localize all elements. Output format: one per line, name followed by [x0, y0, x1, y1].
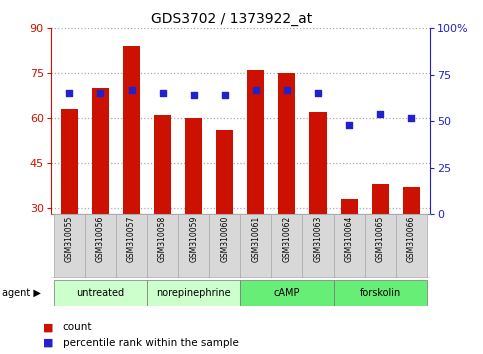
Bar: [241, 214, 271, 278]
Bar: [271, 214, 302, 278]
Point: [407, 115, 415, 120]
Bar: [54, 280, 147, 306]
Bar: [116, 214, 147, 278]
Point: [252, 87, 260, 92]
Bar: [278, 73, 296, 214]
Text: ■: ■: [43, 338, 54, 348]
Bar: [341, 199, 357, 214]
Text: GSM310060: GSM310060: [220, 216, 229, 262]
Text: agent ▶: agent ▶: [2, 288, 41, 298]
Point: [159, 91, 167, 96]
Bar: [85, 214, 116, 278]
Text: GSM310066: GSM310066: [407, 216, 416, 262]
Text: GSM310065: GSM310065: [376, 216, 384, 262]
Bar: [334, 280, 427, 306]
Bar: [396, 214, 427, 278]
Text: GSM310059: GSM310059: [189, 216, 198, 262]
Bar: [123, 46, 140, 214]
Bar: [310, 112, 327, 214]
Text: GSM310062: GSM310062: [283, 216, 291, 262]
Bar: [302, 214, 334, 278]
Bar: [241, 280, 334, 306]
Text: GSM310063: GSM310063: [313, 216, 323, 262]
Text: ■: ■: [43, 322, 54, 332]
Bar: [216, 130, 233, 214]
Bar: [403, 187, 420, 214]
Bar: [334, 214, 365, 278]
Text: GSM310057: GSM310057: [127, 216, 136, 262]
Text: GSM310058: GSM310058: [158, 216, 167, 262]
Bar: [92, 88, 109, 214]
Text: GDS3702 / 1373922_at: GDS3702 / 1373922_at: [151, 12, 313, 27]
Bar: [178, 214, 209, 278]
Text: GSM310061: GSM310061: [251, 216, 260, 262]
Point: [283, 87, 291, 92]
Text: count: count: [63, 322, 92, 332]
Bar: [147, 214, 178, 278]
Point: [221, 92, 228, 98]
Text: percentile rank within the sample: percentile rank within the sample: [63, 338, 239, 348]
Bar: [61, 109, 78, 214]
Bar: [247, 70, 264, 214]
Bar: [185, 118, 202, 214]
Bar: [147, 280, 241, 306]
Point: [345, 122, 353, 128]
Text: cAMP: cAMP: [274, 288, 300, 298]
Text: GSM310064: GSM310064: [344, 216, 354, 262]
Point: [66, 91, 73, 96]
Bar: [154, 115, 171, 214]
Text: GSM310055: GSM310055: [65, 216, 74, 262]
Bar: [209, 214, 241, 278]
Point: [97, 91, 104, 96]
Text: forskolin: forskolin: [359, 288, 401, 298]
Point: [314, 91, 322, 96]
Bar: [54, 214, 85, 278]
Point: [190, 92, 198, 98]
Text: untreated: untreated: [76, 288, 125, 298]
Bar: [371, 184, 389, 214]
Text: GSM310056: GSM310056: [96, 216, 105, 262]
Bar: [365, 214, 396, 278]
Point: [128, 87, 135, 92]
Text: norepinephrine: norepinephrine: [156, 288, 231, 298]
Point: [376, 111, 384, 116]
